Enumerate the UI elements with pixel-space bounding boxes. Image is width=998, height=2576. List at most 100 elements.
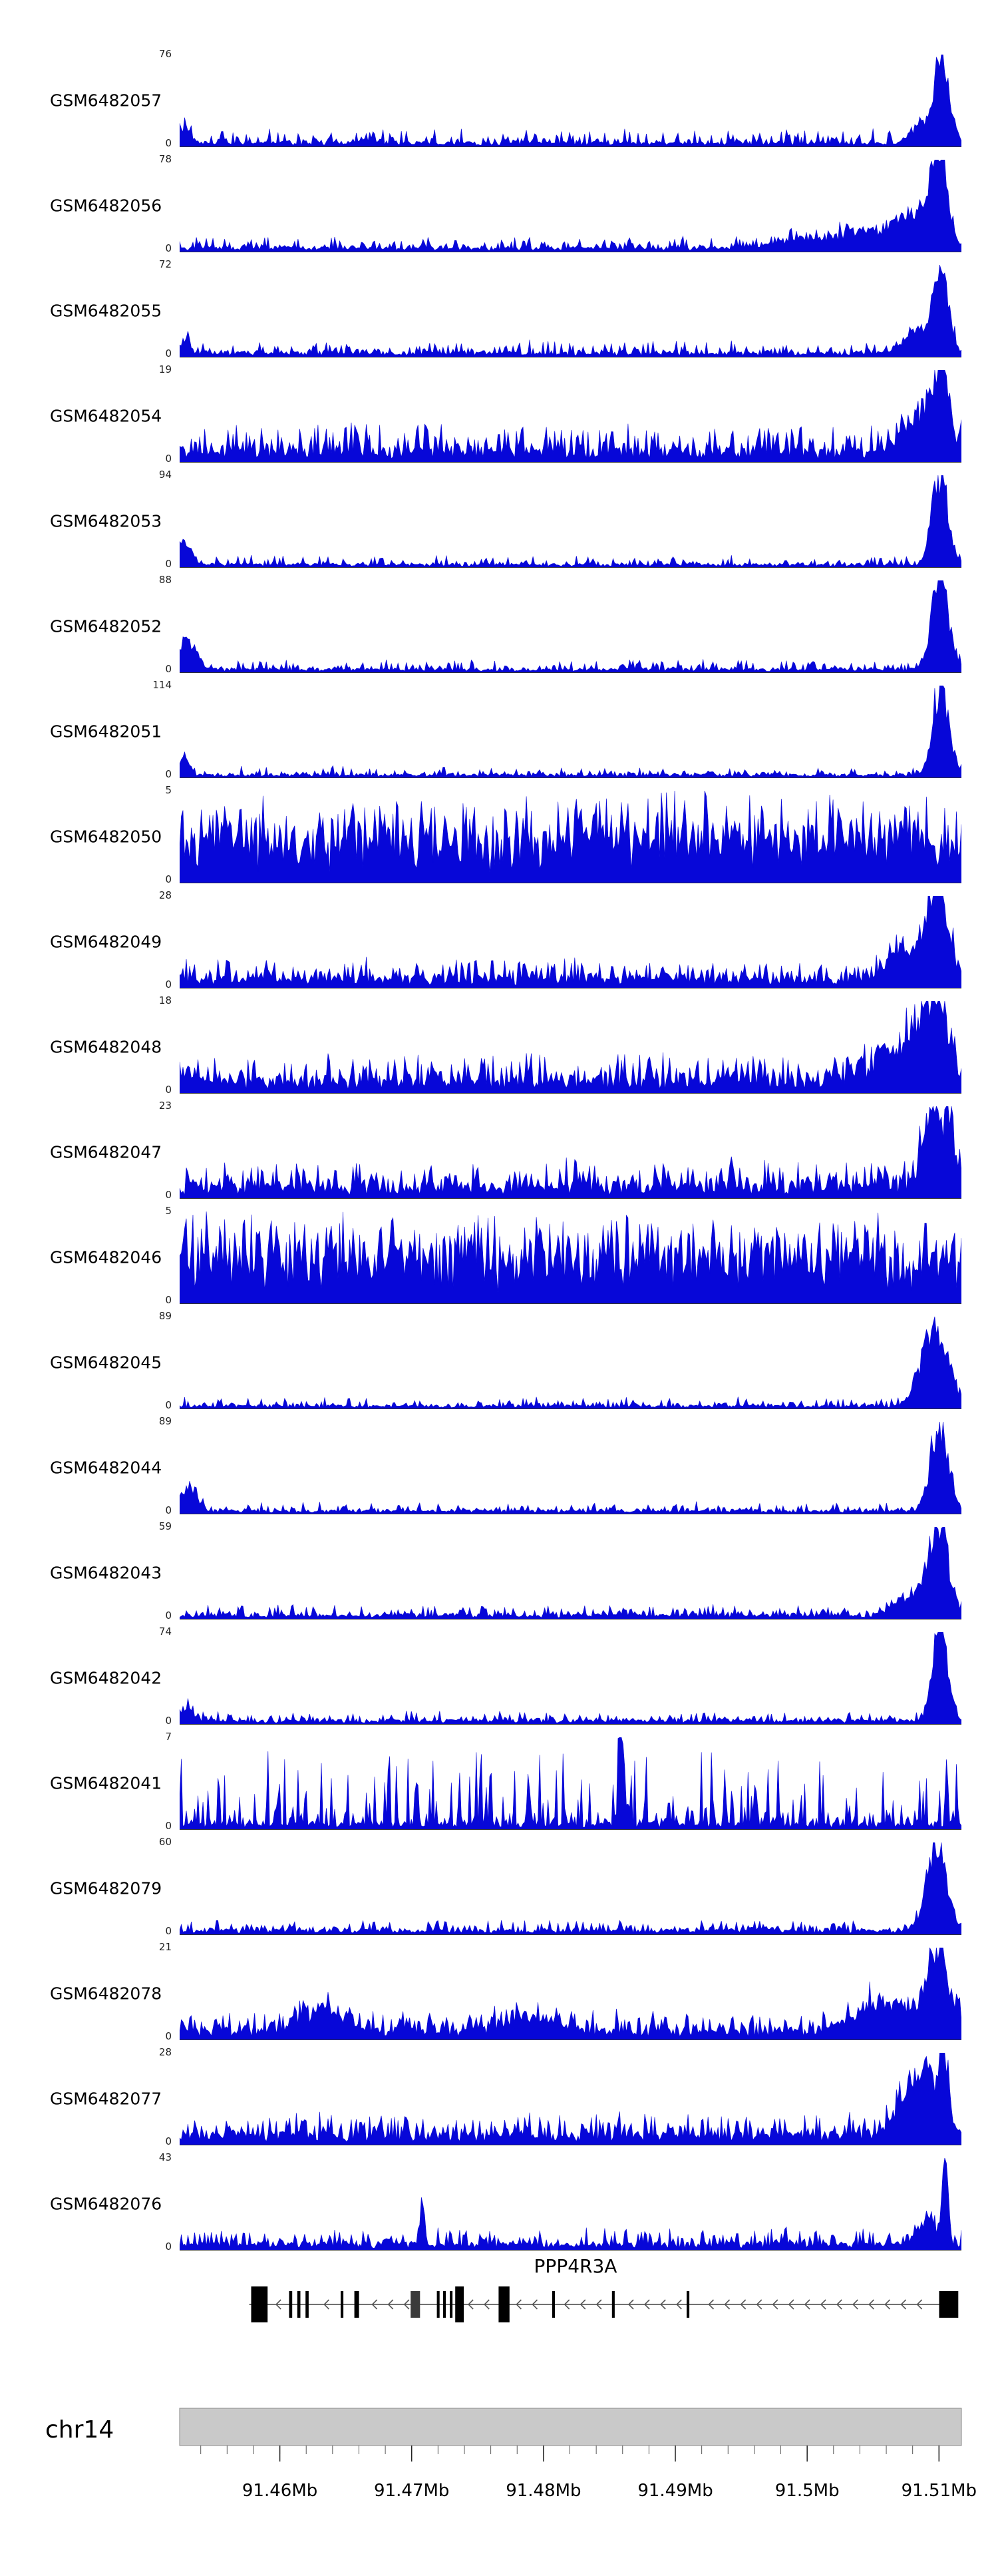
coverage-signal: [180, 686, 961, 777]
track-baseline: [180, 672, 961, 673]
track-sample-label: GSM6482079: [50, 1878, 162, 1898]
strand-arrow-left: [484, 2299, 490, 2310]
coverage-signal: [180, 896, 961, 988]
strand-arrow-left: [275, 2299, 281, 2310]
track-sample-label: GSM6482044: [50, 1458, 162, 1478]
track-sample-label: GSM6482055: [50, 301, 162, 321]
gene-name-label: PPP4R3A: [534, 2255, 617, 2277]
axis-tick-label: 91.5Mb: [775, 2481, 840, 2501]
track-ymax-label: 5: [165, 784, 172, 796]
coverage-signal: [180, 580, 961, 672]
gene-exon: [354, 2291, 359, 2318]
track-sample-label: GSM6482056: [50, 196, 162, 216]
track-ymax-label: 88: [158, 574, 172, 586]
track-sample-label: GSM6482041: [50, 1773, 162, 1793]
coverage-area: [180, 1422, 961, 1514]
coverage-area: [180, 265, 961, 357]
strand-arrow-left: [516, 2299, 522, 2310]
coverage-area: [180, 1527, 961, 1619]
coverage-signal: [180, 791, 961, 883]
gene-exon: [552, 2291, 555, 2318]
strand-arrow-left: [756, 2299, 762, 2310]
gene-exon: [341, 2291, 344, 2318]
coverage-signal: [180, 1422, 961, 1514]
gene-exon: [251, 2286, 268, 2322]
track-baseline: [180, 567, 961, 568]
strand-arrow-left: [884, 2299, 891, 2310]
coverage-track: 5 GSM6482050 0: [0, 783, 998, 888]
coverage-track: 59 GSM6482043 0: [0, 1519, 998, 1624]
coverage-signal: [180, 2053, 961, 2145]
track-yzero-label: 0: [165, 663, 172, 675]
coverage-track: 94 GSM6482053 0: [0, 467, 998, 572]
coverage-track: 89 GSM6482044 0: [0, 1414, 998, 1519]
chromosome-bar: [179, 2408, 962, 2446]
coverage-track: 21 GSM6482078 0: [0, 1940, 998, 2045]
track-yzero-label: 0: [165, 1610, 172, 1621]
track-ymax-label: 60: [158, 1836, 172, 1848]
strand-arrow-left: [643, 2299, 650, 2310]
track-yzero-label: 0: [165, 347, 172, 359]
gene-model: [249, 2286, 959, 2322]
coverage-track: 18 GSM6482048 0: [0, 993, 998, 1098]
track-sample-label: GSM6482052: [50, 616, 162, 636]
track-yzero-label: 0: [165, 558, 172, 570]
track-ymax-label: 5: [165, 1205, 172, 1217]
track-baseline: [180, 1934, 961, 1935]
track-yzero-label: 0: [165, 242, 172, 254]
coverage-signal: [180, 1001, 961, 1093]
track-yzero-label: 0: [165, 1925, 172, 1937]
track-yzero-label: 0: [165, 873, 172, 885]
coverage-track: 60 GSM6482079 0: [0, 1834, 998, 1940]
strand-arrow-left: [580, 2299, 586, 2310]
gene-track-section: PPP4R3A: [0, 2255, 998, 2382]
coverage-area: [180, 686, 961, 777]
strand-arrow-left: [387, 2299, 394, 2310]
track-yzero-label: 0: [165, 2030, 172, 2042]
track-sample-label: GSM6482047: [50, 1142, 162, 1162]
coverage-area: [180, 580, 961, 672]
gene-exon: [411, 2291, 420, 2318]
coverage-track: 88 GSM6482052 0: [0, 572, 998, 678]
coverage-track: 43 GSM6482076 0: [0, 2150, 998, 2255]
track-sample-label: GSM6482043: [50, 1563, 162, 1583]
coverage-signal: [180, 475, 961, 567]
track-baseline: [180, 462, 961, 463]
track-yzero-label: 0: [165, 453, 172, 465]
track-yzero-label: 0: [165, 1715, 172, 1727]
track-yzero-label: 0: [165, 137, 172, 149]
axis-tick-label: 91.46Mb: [242, 2481, 317, 2501]
track-yzero-label: 0: [165, 768, 172, 780]
track-baseline: [180, 1198, 961, 1199]
track-yzero-label: 0: [165, 2135, 172, 2147]
track-sample-label: GSM6482054: [50, 406, 162, 426]
gene-exon: [450, 2291, 453, 2318]
strand-arrow-left: [772, 2299, 778, 2310]
coverage-signal: [180, 265, 961, 357]
track-ymax-label: 76: [158, 48, 172, 60]
strand-arrow-left: [788, 2299, 794, 2310]
track-sample-label: GSM6482050: [50, 827, 162, 847]
coverage-track: 5 GSM6482046 0: [0, 1203, 998, 1309]
strand-arrow-left: [403, 2299, 410, 2310]
strand-arrow-left: [595, 2299, 602, 2310]
coverage-area: [180, 1317, 961, 1408]
strand-arrow-left: [532, 2299, 538, 2310]
strand-arrow-left: [852, 2299, 858, 2310]
track-ymax-label: 89: [158, 1415, 172, 1427]
coverage-track: 72 GSM6482055 0: [0, 257, 998, 362]
track-yzero-label: 0: [165, 1399, 172, 1411]
track-yzero-label: 0: [165, 1084, 172, 1096]
strand-arrow-left: [676, 2299, 682, 2310]
track-yzero-label: 0: [165, 1820, 172, 1832]
track-ymax-label: 28: [158, 889, 172, 901]
gene-exon: [687, 2291, 690, 2318]
track-baseline: [180, 1724, 961, 1725]
coverage-track: 23 GSM6482047 0: [0, 1098, 998, 1203]
strand-arrows: [275, 2299, 923, 2310]
coverage-track: 74 GSM6482042 0: [0, 1624, 998, 1729]
coverage-area: [180, 1948, 961, 2039]
strand-arrow-left: [371, 2299, 378, 2310]
coverage-signal: [180, 1527, 961, 1619]
